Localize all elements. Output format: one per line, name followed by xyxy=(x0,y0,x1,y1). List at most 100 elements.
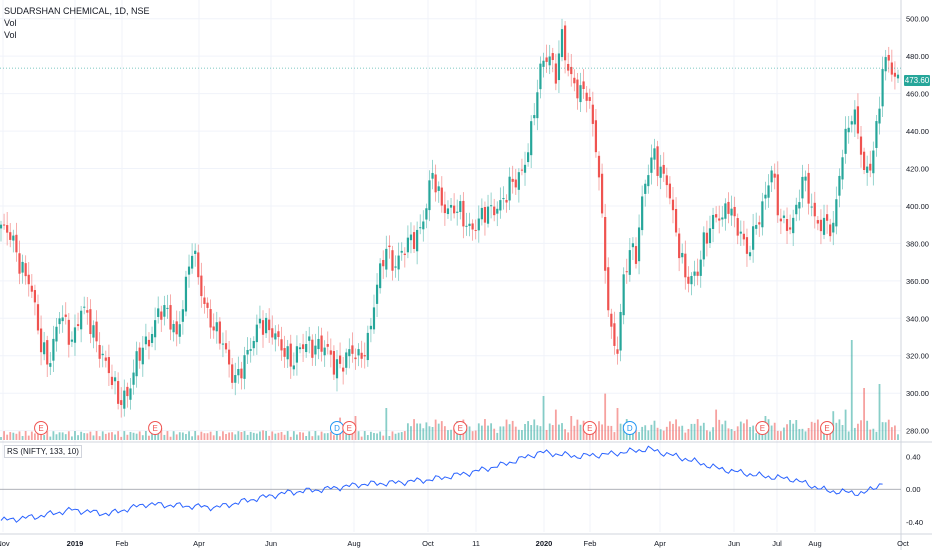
time-tick-label: Oct xyxy=(897,539,910,548)
earnings-marker[interactable]: E xyxy=(755,421,770,435)
volume-bar xyxy=(807,428,810,440)
candle-body xyxy=(807,172,810,204)
earnings-marker[interactable]: E xyxy=(820,421,835,435)
volume-bar xyxy=(508,424,511,440)
volume-bar xyxy=(890,427,893,440)
candle-body xyxy=(314,345,317,355)
candle-body xyxy=(721,217,724,220)
candle-body xyxy=(215,322,218,332)
candle-body xyxy=(194,250,197,255)
candle-body xyxy=(517,172,520,190)
candle-body xyxy=(342,367,345,372)
candle-body xyxy=(36,304,40,331)
candle-body xyxy=(27,274,30,285)
volume-bar xyxy=(419,423,422,440)
candle-body xyxy=(52,338,55,361)
candle-body xyxy=(425,208,428,220)
volume-bar xyxy=(881,422,884,440)
candle-body xyxy=(274,333,277,340)
volume-bar xyxy=(551,425,554,440)
candle-body xyxy=(505,199,508,203)
candle-body xyxy=(43,342,46,355)
candle-body xyxy=(335,359,339,379)
marker-circle xyxy=(148,421,163,435)
earnings-marker[interactable]: E xyxy=(34,421,49,435)
earnings-marker[interactable]: E xyxy=(582,421,597,435)
candle-body xyxy=(261,320,265,335)
time-tick-label: Feb xyxy=(584,539,597,548)
volume-bar xyxy=(736,426,739,440)
rs-tick-label: 0.40 xyxy=(906,452,921,461)
volume-bar xyxy=(388,435,391,440)
volume-bar xyxy=(117,431,120,440)
candle-body xyxy=(332,351,336,375)
candle-body xyxy=(320,335,323,352)
volume-bar xyxy=(437,423,440,440)
candle-body xyxy=(338,355,342,364)
volume-bar xyxy=(67,431,70,440)
earnings-marker[interactable]: E xyxy=(342,421,357,435)
candle-body xyxy=(693,271,696,276)
volume-bar xyxy=(610,425,613,440)
candle-body xyxy=(301,344,305,349)
volume-bar xyxy=(280,431,283,440)
candle-body xyxy=(391,250,394,271)
volume-bar xyxy=(428,426,431,440)
candle-body xyxy=(163,305,166,317)
candle-body xyxy=(345,352,348,368)
candle-body xyxy=(764,194,767,199)
candle-body xyxy=(816,220,819,224)
candle-body xyxy=(776,174,779,216)
candle-body xyxy=(101,353,104,356)
volume-bar xyxy=(240,432,243,440)
earnings-marker[interactable]: E xyxy=(148,421,163,435)
volume-bar xyxy=(157,432,160,440)
candle-body xyxy=(24,263,27,277)
dividend-marker[interactable]: D xyxy=(622,421,637,435)
volume-bar xyxy=(58,432,61,440)
volume-bar xyxy=(653,420,656,440)
candle-body xyxy=(308,336,311,341)
candle-body xyxy=(412,232,416,249)
candle-body xyxy=(674,209,678,233)
candle-body xyxy=(545,57,548,62)
dividend-marker[interactable]: D xyxy=(329,421,344,435)
volume-bar xyxy=(37,432,39,440)
volume-bar xyxy=(80,431,83,440)
candle-body xyxy=(619,311,622,351)
volume-bar xyxy=(249,431,252,440)
volume-bar xyxy=(511,420,514,440)
volume-bar xyxy=(268,435,271,440)
candle-body xyxy=(875,121,878,148)
candle-body xyxy=(819,219,823,232)
candle-body xyxy=(622,274,625,316)
candle-body xyxy=(76,324,80,327)
price-tick-label: 280.00 xyxy=(906,427,929,436)
candle-body xyxy=(533,115,536,119)
volume-bar xyxy=(638,431,640,440)
volume-bar xyxy=(554,409,557,440)
volume-bar xyxy=(844,409,847,440)
volume-bar xyxy=(394,433,397,440)
volume-bar xyxy=(314,431,317,440)
marker-label: E xyxy=(587,424,592,433)
volume-bar xyxy=(422,428,425,440)
earnings-marker[interactable]: E xyxy=(453,421,468,435)
volume-bar xyxy=(320,431,323,440)
candle-body xyxy=(144,336,147,345)
volume-bar xyxy=(129,431,132,440)
volume-bar xyxy=(443,426,446,440)
volume-bar xyxy=(742,423,745,440)
volume-bar xyxy=(30,431,33,440)
candle-body xyxy=(157,308,160,317)
volume-bar xyxy=(576,419,579,440)
candle-body xyxy=(431,172,434,179)
volume-bar xyxy=(101,431,104,440)
candle-body xyxy=(462,200,465,227)
candle-body xyxy=(490,205,493,207)
candle-body xyxy=(0,224,3,229)
volume-bar xyxy=(875,431,878,440)
volume-bar xyxy=(545,429,548,440)
volume-bar xyxy=(434,419,437,440)
